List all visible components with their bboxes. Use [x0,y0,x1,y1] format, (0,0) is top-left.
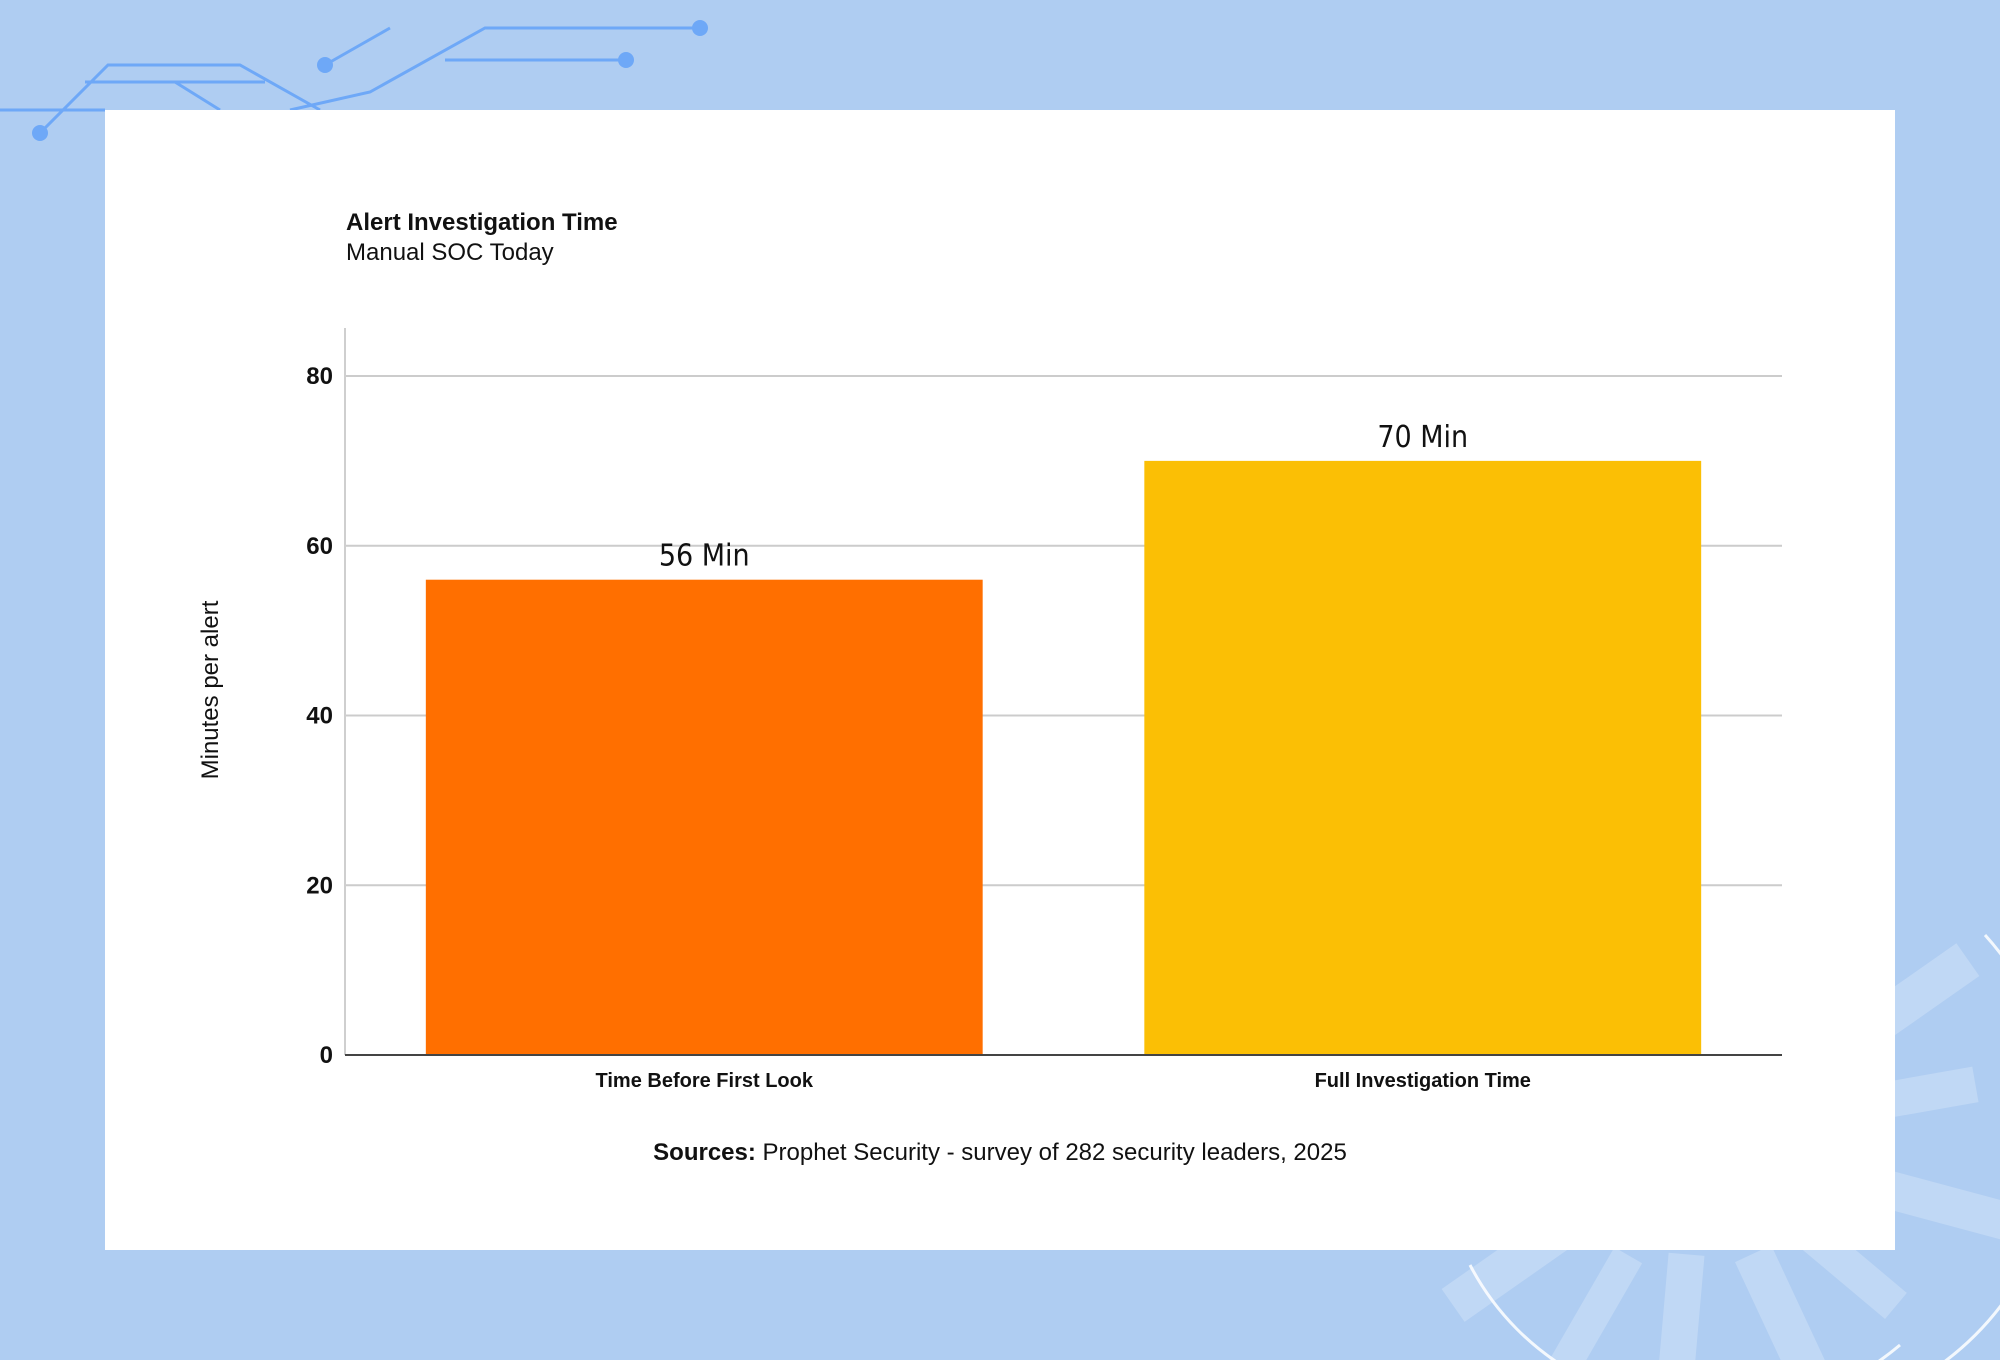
y-tick-label: 60 [306,533,333,560]
y-axis-ticks: 0 20 40 60 80 [306,363,333,1069]
y-tick-label: 0 [320,1042,333,1069]
bar-1 [425,579,983,1055]
chart-title: Alert Investigation Time [346,209,618,236]
chart-card: Alert Investigation Time Manual SOC Toda… [105,110,1895,1250]
y-tick-label: 20 [306,872,333,899]
bar-chart: Alert Investigation Time Manual SOC Toda… [197,209,1782,1166]
bar-data-label: 70 Min [1377,420,1468,455]
x-tick-label: Time Before First Look [596,1070,814,1092]
source-text: Prophet Security - survey of 282 securit… [756,1139,1347,1166]
chart-subtitle: Manual SOC Today [346,239,554,266]
x-tick-label: Full Investigation Time [1315,1070,1531,1092]
circuit-lines-decoration [0,26,700,135]
bar-data-label: 56 Min [659,539,750,574]
bars [425,460,1702,1055]
circuit-nodes-decoration [32,20,708,141]
y-tick-label: 80 [306,363,333,390]
source-note: Sources: Prophet Security - survey of 28… [653,1139,1347,1166]
x-axis-ticks: Time Before First Look Full Investigation… [596,1070,1531,1092]
bar-data-labels: 56 Min 70 Min [659,420,1468,574]
y-tick-label: 40 [306,703,333,730]
bar-2 [1144,460,1702,1055]
y-axis-label: Minutes per alert [197,600,224,779]
source-label: Sources: [653,1139,756,1166]
